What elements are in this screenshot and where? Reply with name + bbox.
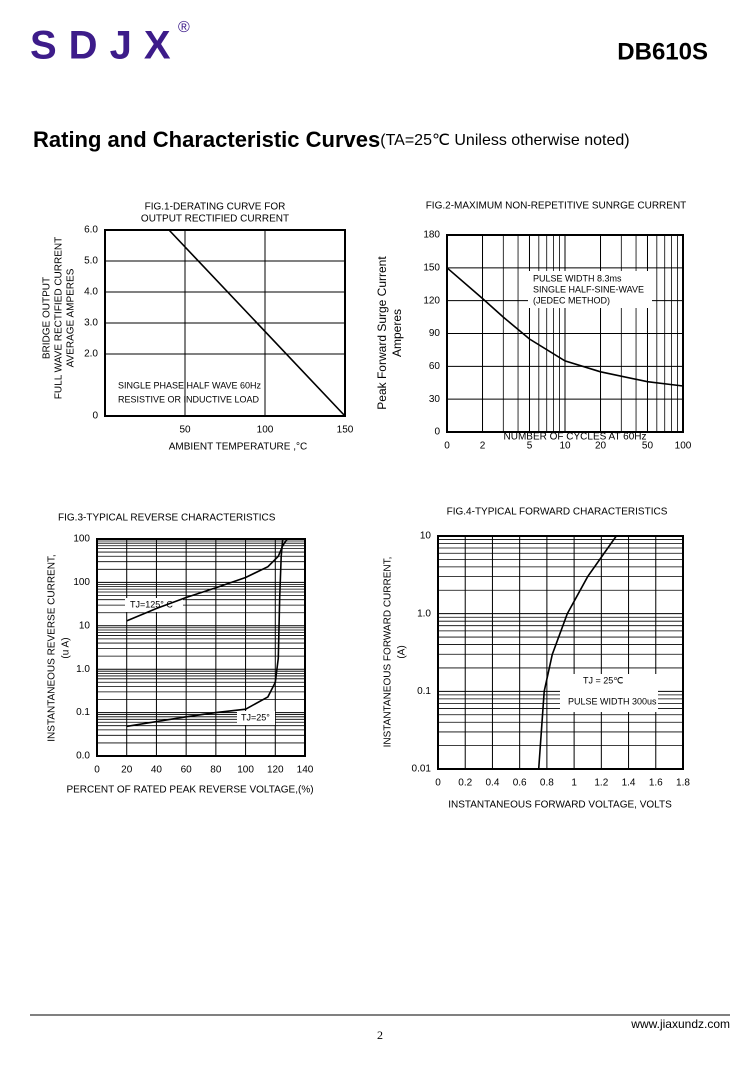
y-tick-label: 60 <box>429 361 441 372</box>
x-tick-label: 40 <box>151 765 163 776</box>
x-tick-label: 1.4 <box>622 778 636 789</box>
chart-title: FIG.4-TYPICAL FORWARD CHARACTERISTICS <box>447 507 668 518</box>
y-tick-label: 1.0 <box>76 664 90 675</box>
x-tick-label: 1.6 <box>649 778 663 789</box>
plot-frame <box>446 234 684 433</box>
annotation: TJ=125° C <box>130 599 173 609</box>
x-tick-label: 150 <box>337 425 354 436</box>
x-tick-label: 1.8 <box>676 778 690 789</box>
x-tick-label: 1 <box>571 778 577 789</box>
x-tick-label: 100 <box>237 765 254 776</box>
y-tick-label: 30 <box>429 394 441 405</box>
y-tick-label: 180 <box>423 230 440 241</box>
title: Rating and Characteristic Curves <box>33 127 380 152</box>
y-tick-label: 150 <box>423 262 440 273</box>
x-tick-label: 100 <box>257 425 274 436</box>
y-axis-label: Peak Forward Surge Current <box>375 256 389 410</box>
y-tick-label: 2.0 <box>84 349 98 360</box>
y-tick-label: 100 <box>73 534 90 545</box>
curve <box>446 267 684 387</box>
annotation: TJ = 25℃ <box>583 675 623 685</box>
x-tick-label: 80 <box>210 765 222 776</box>
y-tick-label: 0 <box>92 411 98 422</box>
y-axis-label: (u A) <box>61 637 72 658</box>
y-tick-label: 120 <box>423 295 440 306</box>
subtitle: (TA=25℃ Uniless otherwise noted) <box>380 132 629 149</box>
y-tick-label: 1.0 <box>417 608 431 619</box>
y-tick-label: 0 <box>434 427 440 438</box>
x-axis-label: PERCENT OF RATED PEAK REVERSE VOLTAGE,(%… <box>66 785 313 796</box>
annotation-box <box>560 674 658 712</box>
y-tick-label: 0.01 <box>412 764 432 775</box>
logo: SDJX <box>30 24 183 68</box>
annotation: PULSE WIDTH 300us <box>568 696 657 706</box>
annotation: PULSE WIDTH 8.3ms <box>533 273 622 283</box>
x-tick-label: 0.8 <box>540 778 554 789</box>
footer-url: www.jiaxundz.com <box>630 1017 730 1031</box>
page-number: 2 <box>377 1028 383 1042</box>
x-tick-label: 20 <box>595 441 607 452</box>
x-tick-label: 100 <box>675 441 692 452</box>
annotation: SINGLE HALF-SINE-WAVE <box>533 284 644 294</box>
y-axis-label: (A) <box>397 645 408 658</box>
plot-frame <box>96 538 306 757</box>
plot-frame <box>437 535 684 770</box>
annotation: TJ=25° <box>241 712 270 722</box>
y-axis-label: FULL WAVE RECTIFIED CURRENT <box>54 237 65 399</box>
curve <box>126 538 284 728</box>
x-tick-label: 140 <box>297 765 314 776</box>
x-tick-label: 20 <box>121 765 133 776</box>
x-axis-label: NUMBER OF CYCLES AT 60Hz <box>504 432 647 443</box>
x-axis-label: INSTANTANEOUS FORWARD VOLTAGE, VOLTS <box>448 800 672 811</box>
x-tick-label: 0 <box>435 778 441 789</box>
x-tick-label: 1.2 <box>594 778 608 789</box>
y-tick-label: 4.0 <box>84 287 98 298</box>
chart-title: FIG.2-MAXIMUM NON-REPETITIVE SUNRGE CURR… <box>426 201 687 212</box>
annotation-box <box>237 711 275 725</box>
x-tick-label: 0 <box>444 441 450 452</box>
chart-title: OUTPUT RECTIFIED CURRENT <box>141 214 289 225</box>
y-axis-label: INSTANTANEOUS REVERSE CURRENT, <box>47 554 58 741</box>
y-axis-label: AVERAGE AMPERES <box>66 268 77 367</box>
x-tick-label: 0 <box>94 765 100 776</box>
x-tick-label: 0.4 <box>485 778 499 789</box>
page-title: Rating and Characteristic Curves(TA=25℃ … <box>33 127 630 152</box>
x-tick-label: 60 <box>181 765 193 776</box>
annotation: RESISTIVE OR INDUCTIVE LOAD <box>118 394 260 404</box>
annotation-box <box>528 271 652 308</box>
x-tick-label: 0.2 <box>458 778 472 789</box>
y-tick-label: 10 <box>420 531 432 542</box>
x-tick-label: 50 <box>642 441 654 452</box>
part-number: DB610S <box>617 38 708 65</box>
y-tick-label: 0.0 <box>76 751 90 762</box>
y-axis-label: INSTANTANEOUS FORWARD CURRENT, <box>383 557 394 748</box>
y-tick-label: 3.0 <box>84 318 98 329</box>
y-axis-label: Amperes <box>390 309 404 357</box>
chart-title: FIG.3-TYPICAL REVERSE CHARACTERISTICS <box>58 513 276 524</box>
annotation-box <box>125 598 183 612</box>
chart-title: FIG.1-DERATING CURVE FOR <box>145 202 286 213</box>
x-tick-label: 50 <box>179 425 191 436</box>
annotation: SINGLE PHASE HALF WAVE 60Hz <box>118 380 262 390</box>
x-tick-label: 120 <box>267 765 284 776</box>
x-tick-label: 10 <box>559 441 571 452</box>
y-tick-label: 0.1 <box>76 707 90 718</box>
y-tick-label: 0.1 <box>417 686 431 697</box>
y-tick-label: 6.0 <box>84 225 98 236</box>
curve <box>105 229 346 417</box>
annotation: (JEDEC METHOD) <box>533 295 610 305</box>
y-tick-label: 90 <box>429 328 441 339</box>
x-axis-label: AMBIENT TEMPERATURE ,°C <box>169 442 307 453</box>
x-tick-label: 5 <box>527 441 533 452</box>
curve <box>537 535 617 770</box>
y-tick-label: 10 <box>79 620 91 631</box>
y-axis-label: BRIDGE OUTPUT <box>42 277 53 359</box>
y-tick-label: 100 <box>73 577 90 588</box>
plot-frame <box>104 229 346 417</box>
y-tick-label: 5.0 <box>84 256 98 267</box>
x-tick-label: 0.6 <box>513 778 527 789</box>
x-tick-label: 2 <box>480 441 486 452</box>
registered: ® <box>178 19 190 36</box>
